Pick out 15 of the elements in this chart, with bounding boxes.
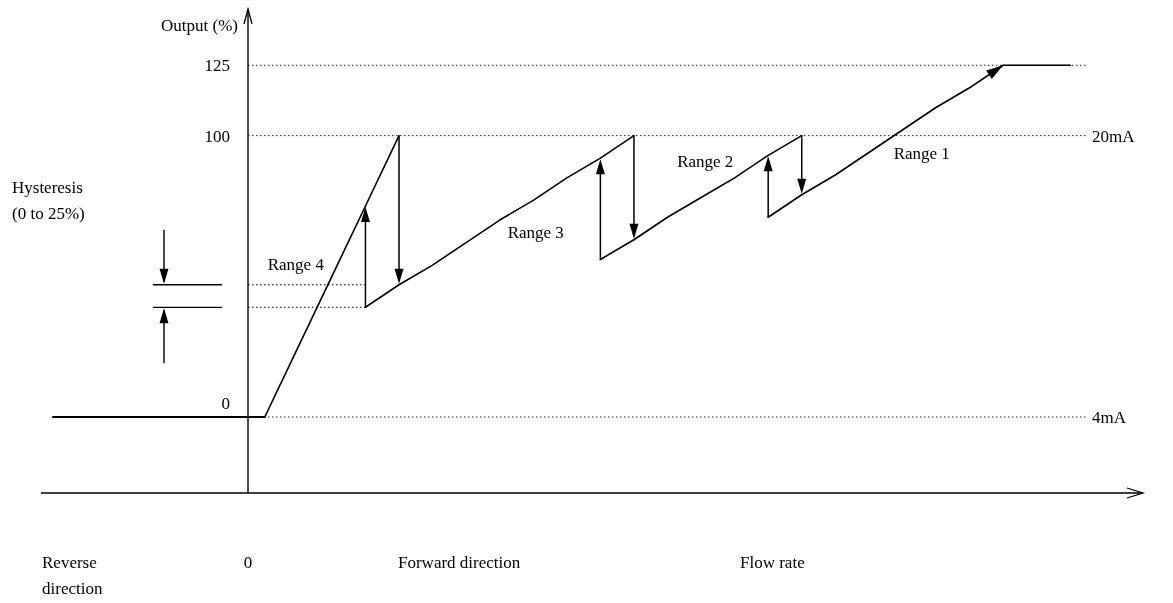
text: Reverse direction <box>42 552 103 598</box>
y2-tick-label: 20mA <box>1092 126 1136 146</box>
series-label: Range 4 <box>267 254 325 274</box>
series-label: Range 3 <box>507 222 564 242</box>
y-tick-label: 100 <box>204 126 230 146</box>
text: Forward direction <box>398 552 521 572</box>
text: Hysteresis (0 to 25%) <box>12 177 85 223</box>
series-label: Range 1 <box>893 143 950 163</box>
y-tick-label: 125 <box>204 55 230 75</box>
y-axis-title: Output (%) <box>161 15 238 35</box>
y-tick-label: 0 <box>221 393 230 413</box>
text: 0 <box>243 552 253 572</box>
x-axis-title: Flow rate <box>740 552 805 572</box>
legend-label: Range 2 <box>677 151 734 171</box>
y2-tick-label: 4mA <box>1092 407 1127 427</box>
